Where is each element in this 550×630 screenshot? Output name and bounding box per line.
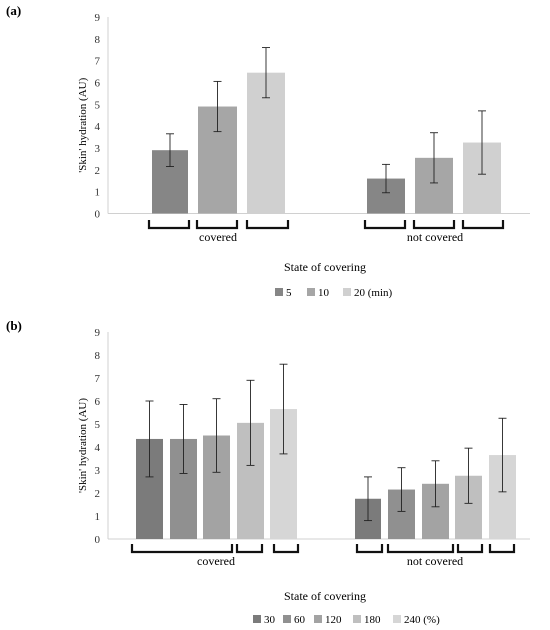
- panel-b-y-tick-label: 6: [95, 396, 101, 408]
- panel-b-x-axis-label: State of covering: [284, 589, 366, 603]
- panel-b-group-label: not covered: [407, 554, 463, 568]
- panel-b-y-tick-label: 1: [95, 511, 101, 523]
- panel-b-y-tick-label: 7: [95, 373, 101, 385]
- panel-b-legend-label: 60: [294, 614, 306, 626]
- panel-a-y-tick-label: 9: [95, 12, 101, 24]
- panel-a-y-tick-label: 5: [95, 99, 101, 111]
- panel-a-y-axis-label: 'Skin' hydration (AU): [77, 77, 89, 172]
- panel-a-y-tick-label: 6: [95, 78, 101, 90]
- panel-a-y-tick-label: 0: [95, 209, 101, 221]
- panel-b-group-bracket: [355, 544, 384, 554]
- panel-b-group-bracket: [456, 544, 484, 554]
- panel-a-label: (a): [6, 3, 21, 18]
- panel-b-y-tick-label: 3: [95, 465, 101, 477]
- panel-b-legend-swatch: [314, 615, 322, 623]
- panel-b-y-tick-label: 9: [95, 327, 101, 339]
- panel-a-x-axis-label: State of covering: [284, 260, 366, 274]
- panel-a-group-bracket: [245, 220, 290, 230]
- panel-b-y-axis-label: 'Skin' hydration (AU): [77, 398, 89, 493]
- panel-b-legend-swatch: [353, 615, 361, 623]
- panel-a-legend-swatch: [307, 288, 315, 296]
- panel-b-legend-swatch: [393, 615, 401, 623]
- panel-b-y-tick-label: 2: [95, 488, 101, 500]
- panel-b-group-label: covered: [197, 554, 235, 568]
- panel-b-label: (b): [6, 318, 22, 333]
- panel-b-y-tick-label: 4: [95, 442, 101, 454]
- panel-a-legend-swatch: [275, 288, 283, 296]
- panel-b-y-tick-label: 0: [95, 534, 101, 546]
- panel-a-legend-label: 5: [286, 287, 292, 299]
- panel-a-y-tick-label: 8: [95, 34, 101, 46]
- panel-b-legend-label: 180: [364, 614, 381, 626]
- panel-b-y-tick-label: 5: [95, 419, 101, 431]
- panel-a-legend-label: 10: [318, 287, 330, 299]
- panel-a-group-label: covered: [199, 230, 237, 244]
- panel-b-group-bracket: [272, 544, 300, 554]
- panel-a-legend-swatch: [343, 288, 351, 296]
- panel-b-legend-swatch: [283, 615, 291, 623]
- panel-b-y-tick-label: 8: [95, 350, 101, 362]
- panel-a-group-bracket: [195, 220, 239, 230]
- panel-a-group-bracket: [412, 220, 456, 230]
- panel-a-legend-label: 20 (min): [354, 287, 393, 299]
- panel-b-legend-label: 120: [325, 614, 342, 626]
- panel-a-y-tick-label: 4: [95, 121, 101, 133]
- panel-a-y-tick-label: 7: [95, 56, 101, 68]
- panel-b-group-bracket: [386, 544, 455, 554]
- panel-a-group-bracket: [363, 220, 407, 230]
- panel-b-legend-label: 240 (%): [404, 614, 440, 626]
- panel-b-group-bracket: [235, 544, 264, 554]
- panel-b-group-bracket: [130, 544, 234, 554]
- panel-a-y-tick-label: 1: [95, 187, 101, 199]
- panel-b-group-bracket: [488, 544, 516, 554]
- panel-a-group-bracket: [461, 220, 505, 230]
- panel-a-group-label: not covered: [407, 230, 463, 244]
- panel-a-y-tick-label: 3: [95, 143, 101, 155]
- panel-b-legend-label: 30: [264, 614, 276, 626]
- panel-a-y-tick-label: 2: [95, 165, 101, 177]
- panel-b-legend-swatch: [253, 615, 261, 623]
- panel-a-group-bracket: [147, 220, 191, 230]
